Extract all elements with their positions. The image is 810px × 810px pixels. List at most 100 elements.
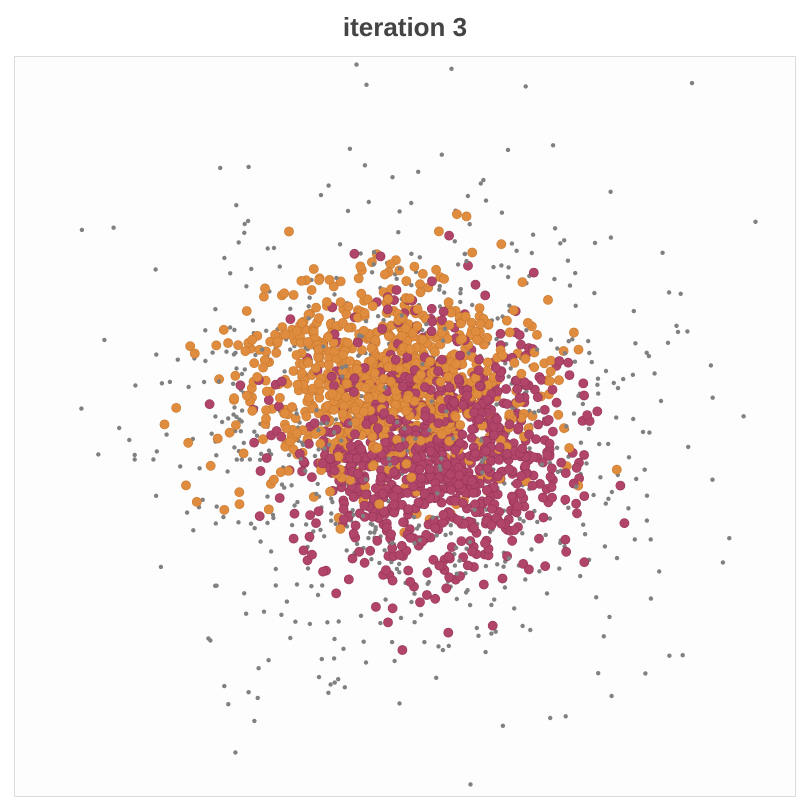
scatter-point-background	[219, 419, 225, 425]
scatter-point-cluster-b	[370, 483, 381, 494]
scatter-point-background	[289, 522, 295, 528]
scatter-point-background	[465, 193, 471, 199]
scatter-point-cluster-a	[367, 301, 378, 312]
scatter-point-background	[674, 323, 679, 328]
scatter-point-background	[603, 501, 608, 506]
scatter-point-cluster-a	[358, 406, 369, 417]
scatter-point-background	[614, 555, 620, 561]
scatter-point-background	[536, 408, 541, 414]
scatter-point-background	[309, 584, 314, 589]
scatter-point-cluster-b	[474, 354, 484, 365]
scatter-point-cluster-b	[318, 566, 328, 577]
scatter-point-background	[257, 457, 263, 462]
scatter-point-cluster-a	[543, 294, 553, 305]
scatter-point-background	[273, 566, 278, 572]
scatter-point-background	[467, 222, 472, 227]
scatter-point-background	[231, 352, 237, 357]
scatter-point-cluster-b	[454, 470, 465, 481]
scatter-point-background	[303, 522, 309, 527]
scatter-point-cluster-b	[592, 406, 603, 417]
scatter-point-background	[455, 262, 461, 267]
scatter-point-background	[226, 702, 231, 707]
scatter-point-background	[562, 238, 567, 243]
scatter-point-background	[292, 503, 297, 508]
scatter-point-background	[214, 504, 219, 509]
scatter-point-cluster-a	[475, 318, 486, 329]
scatter-point-cluster-b	[235, 380, 246, 391]
scatter-point-background	[480, 470, 485, 475]
scatter-point-cluster-a	[501, 315, 512, 326]
scatter-point-background	[753, 219, 758, 224]
scatter-point-cluster-a	[288, 366, 299, 376]
scatter-point-cluster-a	[402, 393, 413, 404]
scatter-point-background	[648, 596, 654, 601]
scatter-point-background	[79, 227, 85, 233]
scatter-point-background	[164, 432, 169, 437]
scatter-point-cluster-a	[181, 480, 191, 491]
scatter-point-cluster-b	[372, 535, 383, 546]
scatter-point-cluster-b	[548, 426, 558, 437]
scatter-point-background	[127, 437, 132, 443]
scatter-point-cluster-b	[547, 492, 557, 503]
scatter-point-background	[386, 456, 392, 461]
scatter-point-cluster-a	[249, 358, 260, 369]
scatter-point-background	[326, 183, 331, 188]
scatter-point-background	[209, 431, 214, 436]
scatter-point-background	[332, 680, 337, 685]
scatter-point-cluster-b	[352, 337, 363, 348]
scatter-point-background	[371, 249, 377, 255]
scatter-point-background	[242, 230, 247, 235]
scatter-point-background	[153, 267, 158, 272]
scatter-point-cluster-b	[466, 476, 477, 487]
scatter-point-background	[392, 658, 397, 664]
scatter-point-cluster-b	[509, 525, 520, 535]
scatter-point-cluster-b	[495, 328, 506, 339]
scatter-point-background	[340, 374, 345, 379]
scatter-point-background	[96, 452, 101, 457]
scatter-point-background	[595, 376, 601, 381]
scatter-point-cluster-a	[275, 467, 286, 478]
scatter-point-background	[111, 225, 116, 230]
scatter-point-cluster-b	[372, 423, 383, 433]
scatter-point-background	[566, 505, 571, 510]
scatter-point-cluster-a	[497, 350, 508, 361]
scatter-point-cluster-b	[329, 380, 339, 391]
scatter-point-background	[609, 693, 614, 699]
scatter-point-cluster-a	[314, 275, 324, 285]
scatter-point-background	[153, 493, 159, 498]
scatter-point-cluster-b	[413, 497, 424, 508]
scatter-point-background	[514, 248, 519, 253]
plot-area	[14, 56, 796, 797]
scatter-point-cluster-b	[516, 488, 526, 499]
scatter-point-cluster-a	[451, 359, 462, 369]
scatter-point-cluster-b	[457, 400, 468, 411]
scatter-point-background	[595, 382, 600, 387]
scatter-point-cluster-b	[492, 471, 503, 482]
scatter-point-background	[566, 339, 571, 344]
scatter-point-background	[236, 520, 241, 525]
scatter-point-cluster-b	[542, 450, 553, 460]
scatter-point-background	[449, 66, 454, 71]
scatter-point-cluster-a	[401, 458, 412, 469]
scatter-point-background	[255, 695, 260, 701]
scatter-point-cluster-b	[466, 432, 477, 443]
scatter-point-background	[332, 636, 337, 642]
scatter-point-cluster-b	[538, 512, 549, 523]
scatter-point-background	[537, 569, 542, 574]
scatter-point-cluster-b	[524, 429, 534, 440]
scatter-point-cluster-b	[396, 540, 407, 551]
scatter-point-background	[603, 368, 609, 374]
scatter-point-cluster-a	[230, 370, 241, 381]
scatter-point-background	[563, 714, 568, 719]
scatter-point-background	[368, 521, 373, 526]
scatter-point-background	[178, 464, 183, 469]
scatter-point-cluster-a	[435, 376, 446, 387]
scatter-point-background	[333, 417, 339, 422]
scatter-point-background	[250, 318, 256, 323]
scatter-point-background	[552, 276, 557, 282]
scatter-point-background	[586, 426, 592, 431]
scatter-point-background	[102, 337, 107, 343]
scatter-point-cluster-b	[402, 487, 413, 498]
scatter-point-background	[665, 340, 671, 345]
